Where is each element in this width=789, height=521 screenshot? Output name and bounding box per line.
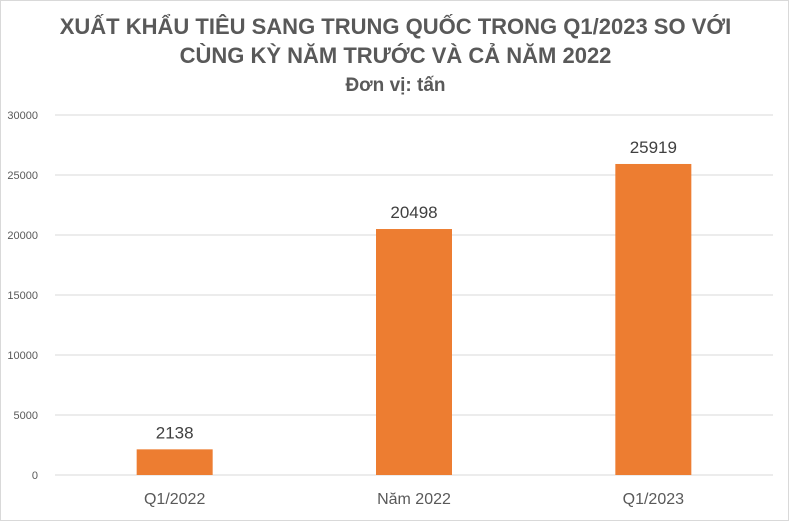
y-tick-label: 20000	[7, 230, 38, 242]
data-label: 25919	[630, 138, 677, 157]
x-category-label: Q1/2023	[623, 491, 684, 508]
bar	[136, 449, 213, 475]
bar	[376, 229, 452, 475]
bar	[615, 163, 692, 476]
y-tick-label: 5000	[14, 410, 38, 422]
y-tick-label: 25000	[7, 170, 38, 182]
data-label: 2138	[156, 423, 194, 442]
y-tick-label: 10000	[7, 350, 38, 362]
chart-title-line-1: XUẤT KHẨU TIÊU SANG TRUNG QUỐC TRONG Q1/…	[59, 14, 732, 39]
y-tick-label: 0	[32, 470, 38, 482]
y-tick-label: 30000	[7, 110, 38, 122]
y-tick-label: 15000	[7, 290, 38, 302]
x-category-label: Năm 2022	[377, 491, 451, 508]
data-label: 20498	[390, 203, 437, 222]
chart-title-line-2: CÙNG KỲ NĂM TRƯỚC VÀ CẢ NĂM 2022	[179, 43, 612, 68]
chart-subtitle: Đơn vị: tấn	[345, 75, 446, 96]
x-category-label: Q1/2022	[144, 491, 205, 508]
